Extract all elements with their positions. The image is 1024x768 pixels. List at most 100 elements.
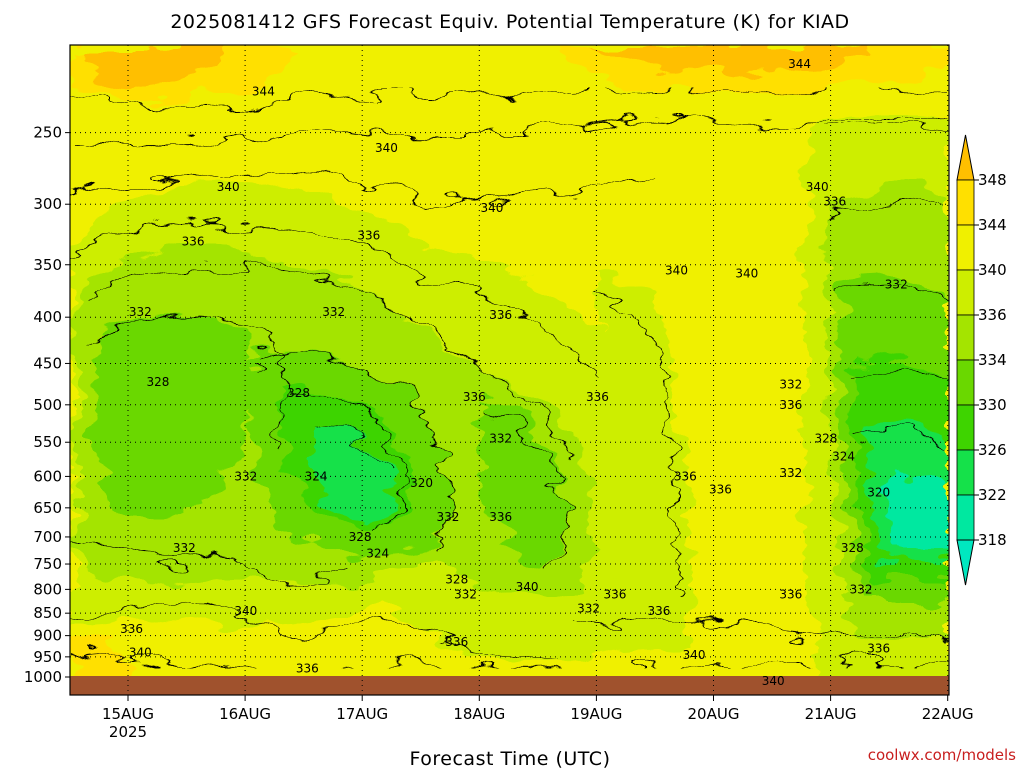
y-axis: 250 300 350 400 450 500 550 600 650 700 750 800 850 9… — [24, 124, 70, 686]
contour-label: 328 — [814, 432, 837, 446]
contour-label: 332 — [850, 582, 873, 596]
contour-label: 336 — [120, 622, 143, 636]
colorbar-cap-bottom — [956, 539, 975, 586]
y-tick-label: 300 — [33, 195, 62, 213]
ground-surface — [70, 676, 949, 695]
colorbar-label: 322 — [978, 486, 1007, 504]
y-tick-label: 900 — [33, 627, 62, 645]
contour-label: 340 — [806, 180, 829, 194]
contour-label: 336 — [709, 482, 732, 496]
contour-labels: 344 344 340 340 340 340 340 340 336 336 336 336 336 3… — [120, 57, 908, 688]
x-tick-label: 20AUG — [688, 705, 740, 723]
y-tick-label: 700 — [33, 528, 62, 546]
colorbar-segment — [956, 269, 975, 316]
colorbar-label: 336 — [978, 306, 1007, 324]
y-tick-label: 800 — [33, 580, 62, 598]
x-tick-label: 22AUG — [922, 705, 974, 723]
colorbar-cap-top — [956, 134, 975, 181]
contour-label: 332 — [885, 277, 908, 291]
y-tick-label: 250 — [33, 124, 62, 142]
colorbar-label: 318 — [978, 531, 1007, 549]
colorbar-label: 348 — [978, 171, 1007, 189]
contour-label: 336 — [445, 635, 468, 649]
contour-label: 340 — [129, 646, 152, 660]
contour-label: 328 — [349, 530, 372, 544]
y-tick-label: 500 — [33, 396, 62, 414]
contour-label: 332 — [577, 602, 600, 616]
contour-label: 340 — [480, 201, 503, 215]
contour-label: 340 — [665, 263, 688, 277]
y-tick-label: 950 — [33, 648, 62, 666]
contour-label: 340 — [234, 604, 257, 618]
chart-title: 2025081412 GFS Forecast Equiv. Potential… — [170, 11, 849, 33]
contour-label: 336 — [357, 229, 380, 243]
contour-label: 340 — [375, 141, 398, 155]
colorbar: 348 344 340 336 334 330 326 322 318 — [956, 134, 1007, 586]
contour-label: 332 — [173, 541, 196, 555]
contour-label: 340 — [683, 648, 706, 662]
colorbar-label: 326 — [978, 441, 1007, 459]
y-tick-label: 350 — [33, 256, 62, 274]
contour-label: 328 — [146, 375, 169, 389]
contour-label: 336 — [489, 510, 512, 524]
credit-link[interactable]: coolwx.com/models — [868, 746, 1016, 764]
contour-label: 332 — [322, 305, 345, 319]
contour-label: 332 — [779, 378, 802, 392]
colorbar-label: 340 — [978, 261, 1007, 279]
contour-label: 336 — [586, 390, 609, 404]
x-tick-label: 16AUG — [219, 705, 271, 723]
contour-label: 324 — [832, 449, 855, 463]
contour-label: 332 — [779, 466, 802, 480]
contour-label: 332 — [234, 469, 257, 483]
x-tick-label: 21AUG — [805, 705, 857, 723]
colorbar-segment — [956, 404, 975, 451]
colorbar-segment — [956, 359, 975, 406]
contour-label: 344 — [252, 84, 275, 98]
contour-label: 328 — [287, 386, 310, 400]
x-tick-label: 17AUG — [336, 705, 388, 723]
colorbar-label: 344 — [978, 216, 1007, 234]
y-tick-label: 750 — [33, 555, 62, 573]
contour-label: 336 — [463, 390, 486, 404]
contour-label: 332 — [489, 432, 512, 446]
y-tick-label: 1000 — [24, 668, 62, 686]
contour-label: 332 — [437, 510, 460, 524]
contour-label: 340 — [762, 674, 785, 688]
contour-label: 336 — [779, 587, 802, 601]
contour-label: 336 — [647, 604, 670, 618]
contour-label: 328 — [445, 572, 468, 586]
contour-label: 324 — [305, 469, 328, 483]
colorbar-label: 330 — [978, 396, 1007, 414]
y-tick-label: 550 — [33, 433, 62, 451]
contour-label: 336 — [867, 642, 890, 656]
x-axis-label: Forecast Time (UTC) — [410, 748, 611, 768]
contour-label: 328 — [841, 541, 864, 555]
x-tick-sublabel: 2025 — [109, 723, 147, 741]
colorbar-segment — [956, 494, 975, 541]
colorbar-segment — [956, 449, 975, 496]
y-tick-label: 650 — [33, 499, 62, 517]
contour-label: 336 — [604, 587, 627, 601]
colorbar-segment — [956, 314, 975, 361]
plot-frame — [69, 44, 950, 696]
plot-area — [70, 45, 949, 695]
grid — [70, 45, 949, 695]
x-tick-label: 19AUG — [570, 705, 622, 723]
contour-label: 320 — [410, 476, 433, 490]
contour-label: 336 — [674, 469, 697, 483]
contour-label: 340 — [217, 180, 240, 194]
colorbar-label: 334 — [978, 351, 1007, 369]
contour-label: 324 — [366, 546, 389, 560]
y-tick-label: 850 — [33, 604, 62, 622]
contour-label: 332 — [129, 305, 152, 319]
contour-label: 336 — [779, 398, 802, 412]
contour-label: 336 — [182, 235, 205, 249]
contour-label: 344 — [788, 57, 811, 71]
contour-label: 336 — [489, 308, 512, 322]
colorbar-segment — [956, 224, 975, 271]
y-tick-label: 450 — [33, 354, 62, 372]
contour-lines — [70, 87, 949, 669]
y-tick-label: 400 — [33, 308, 62, 326]
